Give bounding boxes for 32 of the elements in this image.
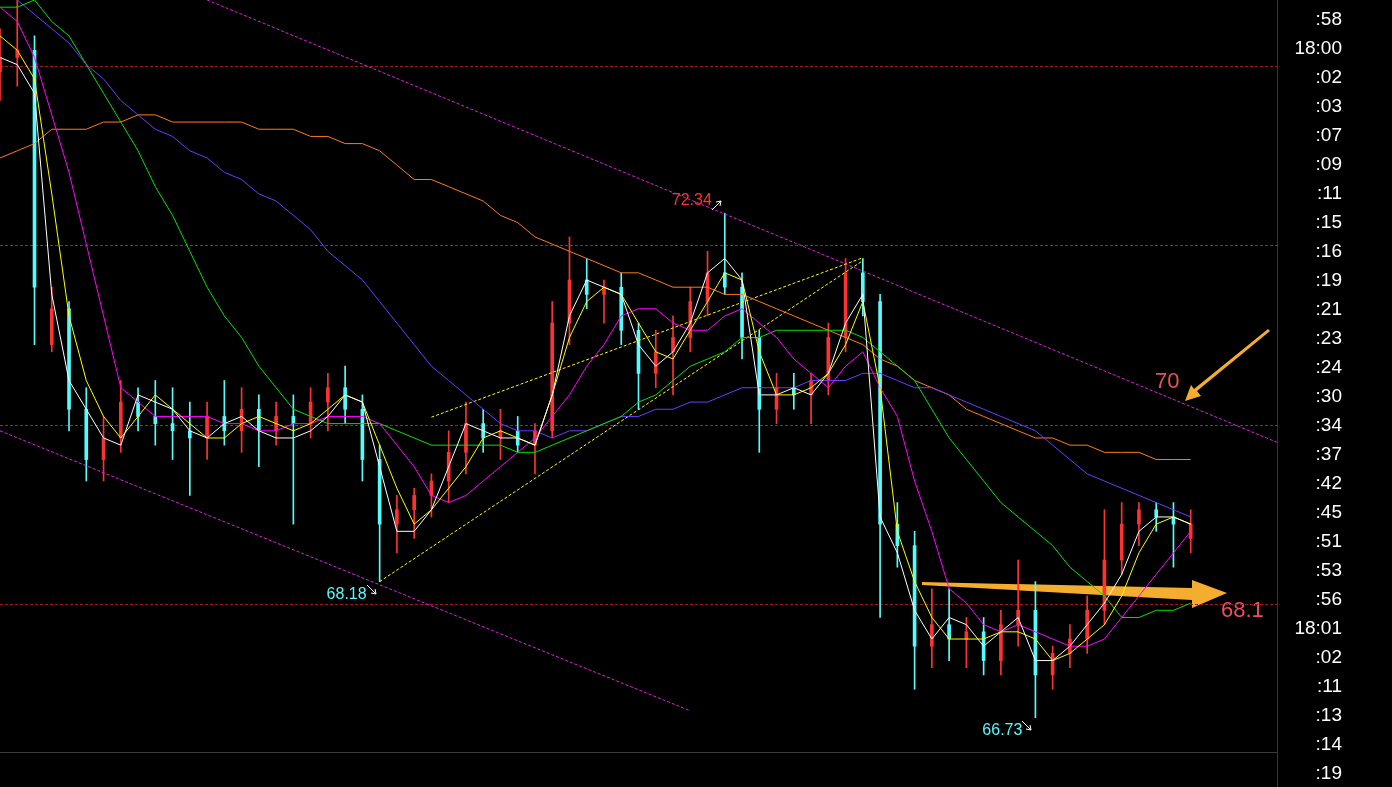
text: :30: [1315, 385, 1342, 407]
annotation: 72.34: [671, 190, 712, 208]
text: :11: [1316, 675, 1342, 697]
text: :21: [1315, 298, 1342, 320]
text: :16: [1315, 240, 1342, 262]
text: :15: [1315, 211, 1342, 233]
text: :53: [1315, 559, 1342, 581]
text: 66.73: [982, 721, 1023, 739]
text: :09: [1315, 153, 1342, 175]
text: :02: [1315, 646, 1342, 668]
text: :13: [1315, 704, 1342, 726]
text: :02: [1315, 66, 1342, 88]
text: :45: [1315, 501, 1342, 523]
text: :23: [1315, 327, 1342, 349]
text: :37: [1315, 443, 1342, 465]
text: :03: [1315, 95, 1342, 117]
text: :51: [1315, 530, 1342, 552]
text: :14: [1315, 733, 1342, 755]
annotation: 68.18: [326, 584, 367, 602]
text: :19: [1315, 269, 1342, 291]
text: :19: [1315, 762, 1342, 784]
text: :56: [1315, 588, 1342, 610]
text: :42: [1315, 472, 1342, 494]
text: :34: [1315, 414, 1342, 436]
text: :07: [1315, 124, 1342, 146]
annotation: 70: [1155, 368, 1180, 394]
text: 18:01: [1294, 617, 1342, 639]
text: :58: [1315, 8, 1342, 30]
text: :11: [1316, 182, 1342, 204]
annotation: 68.1: [1221, 597, 1264, 622]
text: 18:00: [1294, 37, 1342, 59]
text: :24: [1315, 356, 1342, 378]
